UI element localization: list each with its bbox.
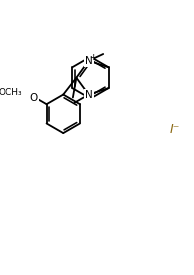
Text: OCH₃: OCH₃ [0,88,23,97]
Text: O: O [30,93,38,103]
Text: I⁻: I⁻ [170,123,180,136]
Text: N: N [85,90,93,100]
Text: N: N [85,56,93,66]
Text: +: + [89,53,97,62]
